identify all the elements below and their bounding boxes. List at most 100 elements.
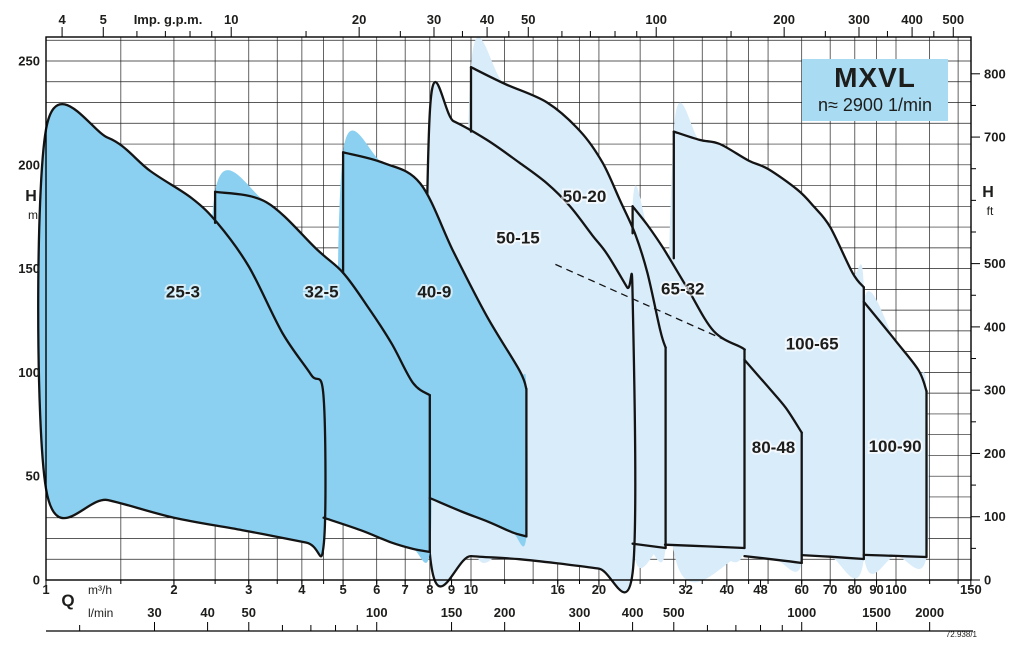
dashed-limit-line	[555, 263, 743, 349]
svg-text:100: 100	[984, 509, 1006, 524]
svg-text:150: 150	[18, 261, 40, 276]
svg-text:40: 40	[720, 582, 734, 597]
pump-curve-100-65	[800, 553, 865, 561]
svg-text:20: 20	[592, 582, 606, 597]
svg-text:32-5: 32-5	[305, 282, 339, 301]
series-name: MXVL	[834, 62, 916, 93]
svg-text:200: 200	[984, 446, 1006, 461]
svg-text:10: 10	[464, 582, 478, 597]
pump-curve-25-3	[37, 102, 327, 558]
svg-text:5: 5	[339, 582, 346, 597]
pump-region-outlines-light	[424, 66, 928, 594]
svg-text:3: 3	[245, 582, 252, 597]
svg-text:800: 800	[984, 66, 1006, 81]
svg-text:9: 9	[448, 582, 455, 597]
svg-text:300: 300	[569, 605, 591, 620]
svg-text:48: 48	[753, 582, 767, 597]
pump-curve-50-15	[424, 80, 637, 594]
svg-text:90: 90	[869, 582, 883, 597]
pump-region-outlines-dark	[37, 102, 528, 558]
svg-text:1000: 1000	[787, 605, 816, 620]
pump-curve-40-9	[341, 151, 528, 391]
svg-text:300: 300	[984, 383, 1006, 398]
reference-number: 72.938/1	[945, 630, 977, 639]
svg-text:80-48: 80-48	[752, 438, 795, 457]
pump-curve-65-32	[631, 205, 746, 351]
pump-region-100-65	[667, 102, 867, 583]
svg-text:500: 500	[984, 256, 1006, 271]
pump-curve-100-90	[862, 553, 928, 559]
svg-text:300: 300	[848, 12, 870, 27]
svg-text:0: 0	[984, 573, 991, 588]
svg-text:20: 20	[352, 12, 366, 27]
pump-curve-50-20	[631, 542, 667, 550]
svg-text:40: 40	[200, 605, 214, 620]
svg-text:700: 700	[984, 130, 1006, 145]
pump-labels: 50-15 50-20 65-32 80-48 100-65 100-90 25-3 32-5…	[164, 185, 924, 459]
pump-curve-65-32	[663, 543, 746, 550]
pump-region-100-90	[859, 291, 930, 574]
svg-text:0: 0	[33, 573, 40, 588]
top-axis: 4 5 10 20 30 40 50 100 200 300 400 500 Imp. g.p.m.	[58, 12, 964, 37]
svg-text:m³/h: m³/h	[88, 583, 112, 597]
svg-text:5: 5	[100, 12, 107, 27]
left-axis: 0 50 100 150 200 250 Hm	[18, 54, 40, 588]
svg-text:500: 500	[942, 12, 964, 27]
svg-text:m: m	[28, 208, 38, 222]
svg-text:Imp. g.p.m.: Imp. g.p.m.	[134, 12, 203, 27]
dashed-line-layer	[555, 263, 743, 349]
series-title-box: MXVL n≈ 2900 1/min	[802, 59, 948, 121]
svg-text:30: 30	[147, 605, 161, 620]
svg-text:100: 100	[645, 12, 667, 27]
svg-text:50-15: 50-15	[496, 228, 539, 247]
svg-text:2000: 2000	[915, 605, 944, 620]
svg-text:l/min: l/min	[88, 606, 113, 620]
svg-text:2: 2	[170, 582, 177, 597]
svg-text:200: 200	[773, 12, 795, 27]
svg-text:32: 32	[678, 582, 692, 597]
svg-text:50-20: 50-20	[563, 187, 606, 206]
svg-text:200: 200	[18, 157, 40, 172]
svg-text:200: 200	[494, 605, 516, 620]
pump-curve-80-48	[743, 554, 803, 565]
svg-text:150: 150	[441, 605, 463, 620]
svg-text:100-90: 100-90	[869, 437, 922, 456]
svg-text:30: 30	[427, 12, 441, 27]
svg-text:H: H	[25, 188, 37, 205]
svg-text:500: 500	[663, 605, 685, 620]
svg-text:40: 40	[480, 12, 494, 27]
svg-text:25-3: 25-3	[166, 282, 200, 301]
svg-text:100: 100	[366, 605, 388, 620]
pump-curve-100-90	[862, 300, 928, 393]
svg-text:1500: 1500	[862, 605, 891, 620]
svg-text:7: 7	[402, 582, 409, 597]
bottom-axis: 1 2 3 4 5 6 7 8 9 10 16 20 32 40 48 60 70 80 90 100 150Qm³/h…	[42, 580, 982, 632]
svg-text:6: 6	[373, 582, 380, 597]
svg-text:400: 400	[984, 319, 1006, 334]
svg-text:4: 4	[298, 582, 306, 597]
svg-text:100-65: 100-65	[786, 334, 839, 353]
pump-curve-32-5	[322, 516, 431, 554]
svg-text:400: 400	[901, 12, 923, 27]
pump-region-40-9	[337, 130, 528, 547]
svg-text:H: H	[982, 184, 994, 201]
svg-text:16: 16	[551, 582, 565, 597]
pump-region-fills-dark	[38, 104, 528, 563]
svg-text:100: 100	[18, 365, 40, 380]
svg-text:80: 80	[848, 582, 862, 597]
pump-curve-40-9	[428, 496, 528, 538]
pump-curve-100-65	[672, 130, 865, 289]
svg-text:400: 400	[622, 605, 644, 620]
svg-text:250: 250	[18, 54, 40, 69]
svg-text:1: 1	[42, 582, 49, 597]
pump-curve-80-48	[743, 358, 803, 434]
svg-text:65-32: 65-32	[661, 279, 704, 298]
svg-text:40-9: 40-9	[417, 282, 451, 301]
svg-text:Q: Q	[61, 591, 74, 610]
svg-text:4: 4	[58, 12, 66, 27]
pump-curve-32-5	[213, 190, 431, 397]
svg-text:50: 50	[26, 469, 40, 484]
right-axis: 0 100 200 300 400 500 700 800 Hft	[971, 66, 1006, 588]
svg-text:ft: ft	[987, 204, 994, 218]
